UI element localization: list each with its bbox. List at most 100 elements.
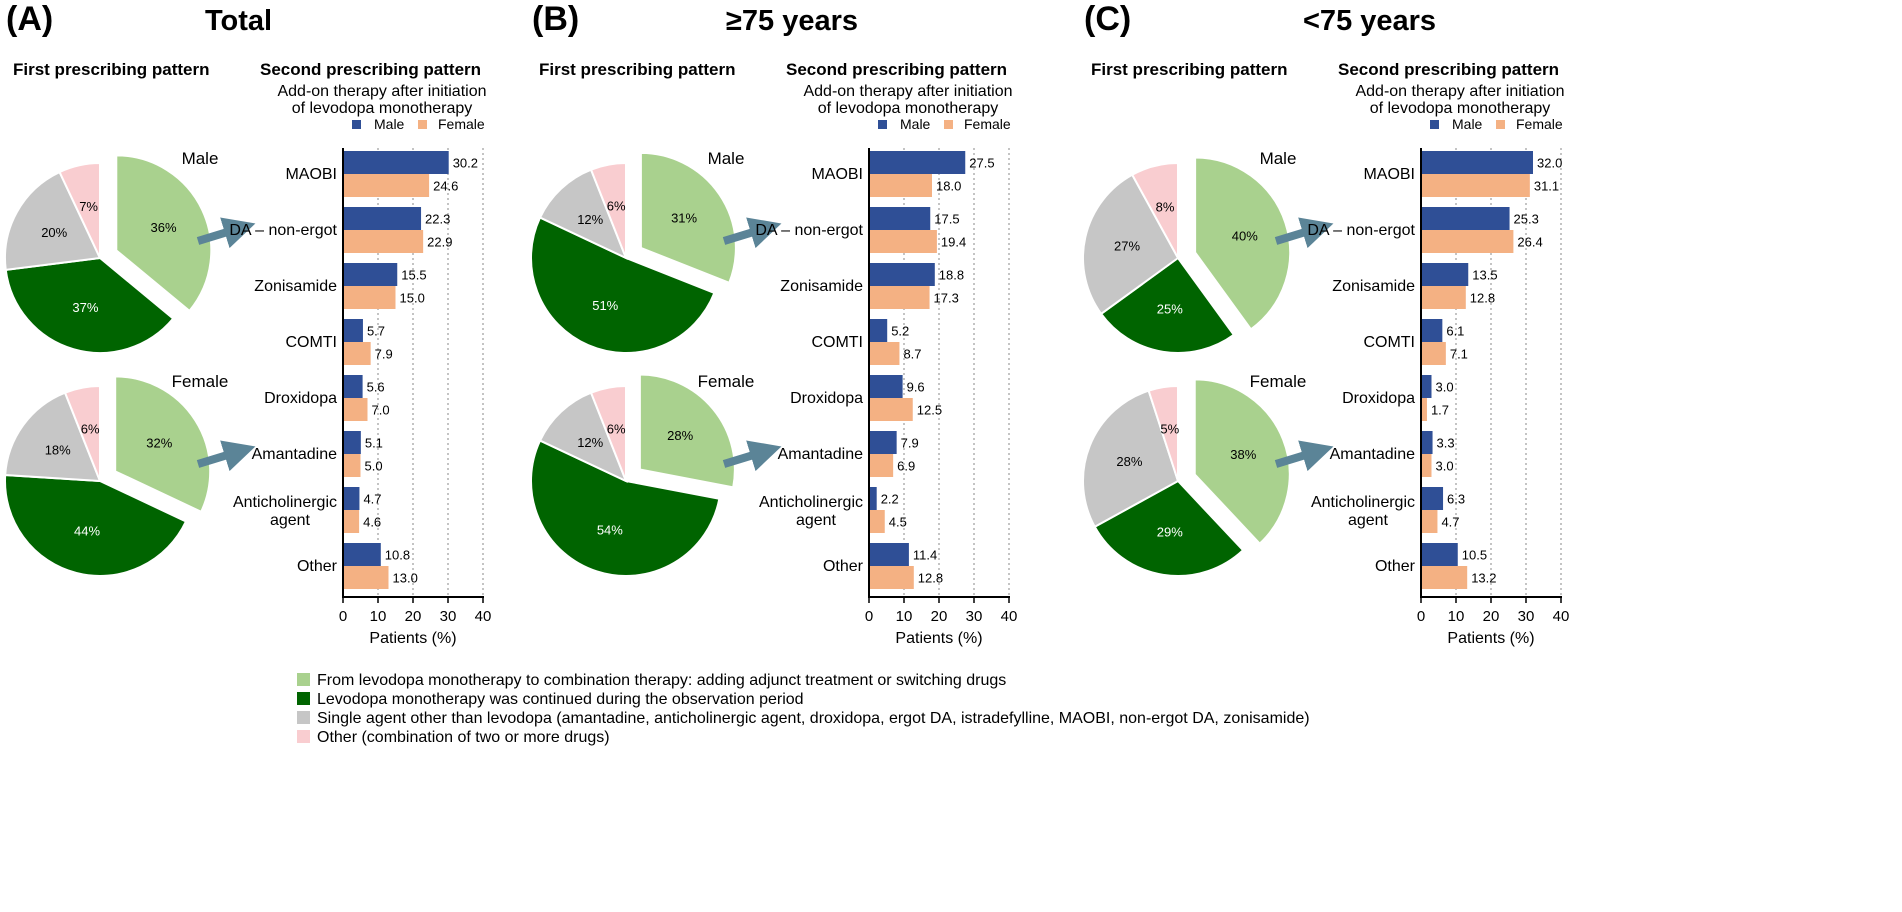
legend-swatch-male bbox=[352, 120, 361, 129]
category-label: Anticholinergic agent bbox=[233, 494, 337, 529]
bar-chart: Male Female 27.5 18.0 MAOBI 17.5 19.4 DA – non-… bbox=[755, 116, 1017, 647]
legend-swatch-female bbox=[944, 120, 953, 129]
x-axis-title: Patients (%) bbox=[369, 630, 456, 647]
pie-sex-label: Male bbox=[708, 149, 745, 168]
value-label-female: 3.0 bbox=[1436, 459, 1454, 474]
x-tick-label: 30 bbox=[966, 608, 983, 625]
category-label: Anticholinergic agent bbox=[1311, 494, 1415, 529]
bar-female bbox=[343, 510, 360, 533]
value-label-female: 4.7 bbox=[1441, 515, 1459, 530]
pie-slice-other bbox=[58, 161, 101, 259]
bar-male bbox=[869, 375, 903, 398]
pie-male: 31% 51% 12% 6% Male bbox=[530, 149, 782, 354]
pie-slice-label: 36% bbox=[151, 220, 177, 235]
bar-male bbox=[343, 487, 360, 510]
legend-swatch-combination bbox=[297, 673, 310, 686]
category-label: COMTI bbox=[285, 334, 337, 351]
pie-slice-label: 18% bbox=[45, 442, 71, 457]
value-label-male: 7.9 bbox=[901, 436, 919, 451]
pie-slice-continued bbox=[4, 473, 188, 577]
value-label-male: 27.5 bbox=[969, 156, 994, 171]
value-label-female: 7.1 bbox=[1450, 347, 1468, 362]
value-label-male: 25.3 bbox=[1514, 212, 1539, 227]
pie-slice-label: 32% bbox=[146, 435, 172, 450]
pie-slice-other bbox=[1147, 384, 1179, 482]
legend-male: Male bbox=[374, 116, 405, 132]
value-label-female: 19.4 bbox=[941, 235, 966, 250]
pie-female: 28% 54% 12% 6% Female bbox=[530, 372, 782, 577]
pie-slice-single_agent bbox=[1082, 173, 1180, 316]
bar-male bbox=[343, 431, 361, 454]
value-label-female: 7.0 bbox=[372, 403, 390, 418]
legend-item-other: Other (combination of two or more drugs) bbox=[317, 729, 610, 746]
category-label-line: Anticholinergic bbox=[233, 494, 337, 511]
legend-female: Female bbox=[438, 116, 485, 132]
bar-female bbox=[869, 566, 914, 589]
pie-slice-other bbox=[1130, 161, 1179, 259]
pie-slice-single_agent bbox=[4, 170, 102, 272]
legend-male: Male bbox=[900, 116, 931, 132]
bar-male bbox=[869, 263, 935, 286]
flow-arrow bbox=[1274, 440, 1334, 472]
value-label-female: 31.1 bbox=[1534, 179, 1559, 194]
value-label-male: 2.2 bbox=[881, 492, 899, 507]
bar-female bbox=[869, 398, 913, 421]
flow-arrow bbox=[722, 217, 782, 249]
category-label: MAOBI bbox=[1363, 166, 1415, 183]
category-label: Amantadine bbox=[252, 446, 337, 463]
panel-letter: (A) bbox=[6, 0, 53, 38]
value-label-female: 12.5 bbox=[917, 403, 942, 418]
legend-item-single_agent: Single agent other than levodopa (amanta… bbox=[317, 710, 1310, 727]
pie-slice-other bbox=[589, 161, 627, 259]
flow-arrow bbox=[722, 440, 782, 472]
value-label-female: 4.6 bbox=[363, 515, 381, 530]
category-label: Droxidopa bbox=[264, 390, 337, 407]
category-label: Zonisamide bbox=[254, 278, 337, 295]
addon-title-line2: of levodopa monotherapy bbox=[1370, 100, 1551, 117]
pie-slice-continued bbox=[4, 256, 175, 354]
pie-male: 40% 25% 27% 8% Male bbox=[1082, 149, 1334, 354]
bar-female bbox=[869, 342, 900, 365]
pie-slice-label: 27% bbox=[1114, 239, 1140, 254]
category-label-line: agent bbox=[270, 512, 311, 529]
pie-female: 32% 44% 18% 6% Female bbox=[4, 372, 256, 577]
bar-female bbox=[1421, 286, 1466, 309]
bar-female bbox=[343, 454, 361, 477]
second-pattern-title: Second prescribing pattern bbox=[260, 60, 481, 79]
x-tick-label: 20 bbox=[931, 608, 948, 625]
category-label: Amantadine bbox=[1330, 446, 1415, 463]
legend-swatch-single_agent bbox=[297, 711, 310, 724]
x-tick-label: 40 bbox=[1553, 608, 1570, 625]
first-pattern-title: First prescribing pattern bbox=[539, 60, 735, 79]
pie-slice-label: 44% bbox=[74, 524, 100, 539]
bar-male bbox=[869, 543, 909, 566]
value-label-male: 10.5 bbox=[1462, 548, 1487, 563]
panel-title: Total bbox=[205, 5, 272, 37]
value-label-female: 26.4 bbox=[1517, 235, 1542, 250]
category-label: Other bbox=[297, 558, 338, 575]
value-label-female: 17.3 bbox=[934, 291, 959, 306]
panel-title: ≥75 years bbox=[726, 5, 858, 37]
legend-item-continued: Levodopa monotherapy was continued durin… bbox=[317, 691, 804, 708]
x-tick-label: 30 bbox=[440, 608, 457, 625]
value-label-female: 12.8 bbox=[1470, 291, 1495, 306]
pie-female: 38% 29% 28% 5% Female bbox=[1082, 372, 1334, 577]
pie-slice-continued bbox=[1099, 256, 1236, 354]
addon-title-line1: Add-on therapy after initiation bbox=[277, 83, 486, 100]
pie-slice-label: 12% bbox=[577, 212, 603, 227]
pie-slice-single_agent bbox=[1082, 389, 1180, 529]
pie-slice-label: 8% bbox=[1156, 199, 1175, 214]
pie-slice-label: 6% bbox=[607, 199, 626, 214]
pie-slice-label: 51% bbox=[592, 298, 618, 313]
pie-sex-label: Male bbox=[182, 149, 219, 168]
value-label-female: 22.9 bbox=[427, 235, 452, 250]
bar-male bbox=[343, 375, 363, 398]
bar-male bbox=[1421, 543, 1458, 566]
value-label-male: 6.3 bbox=[1447, 492, 1465, 507]
bar-female bbox=[343, 566, 389, 589]
panel-1: (A) Total First prescribing pattern Second … bbox=[4, 0, 491, 647]
pie-slice-label: 29% bbox=[1157, 525, 1183, 540]
value-label-male: 11.4 bbox=[913, 548, 937, 563]
x-tick-label: 20 bbox=[405, 608, 422, 625]
